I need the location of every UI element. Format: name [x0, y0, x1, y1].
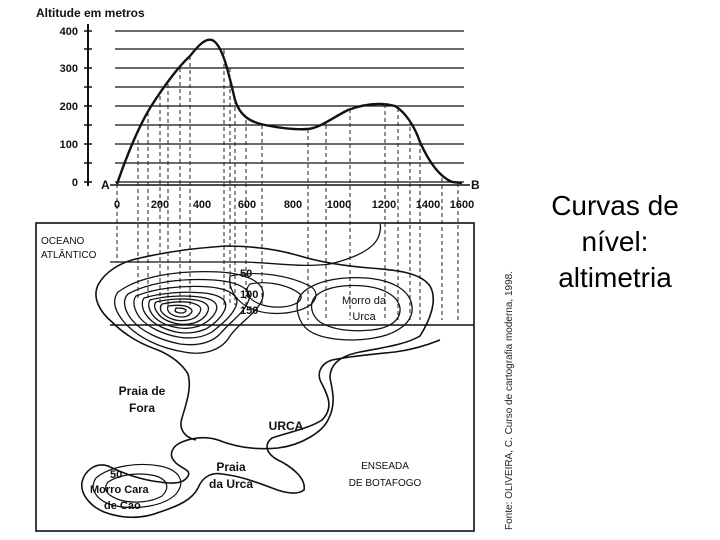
x-tick-label: 800 [284, 199, 302, 211]
coastline [80, 245, 441, 519]
contour-label-150: 150 [240, 305, 258, 317]
y-tick-label: 200 [60, 101, 78, 113]
contour-map: OCEANO ATLÂNTICO 50 100 150 Morro da Urc… [35, 222, 475, 532]
x-tick-label: 600 [238, 199, 256, 211]
ocean-label: OCEANO [41, 236, 85, 247]
cara-de-cao-contour-label: 50 [110, 469, 122, 481]
slide-title-line: nível: [581, 226, 649, 257]
ocean-label: ATLÂNTICO [41, 248, 97, 261]
point-b-label: B [471, 178, 480, 192]
elevation-profile: Altitude em metros 400 [36, 6, 515, 530]
morro-cara-de-cao-contours [92, 463, 182, 509]
contour-outer [110, 223, 382, 266]
map-frame [35, 222, 475, 532]
source-credit: Fonte: OLIVEIRA, C. Curso de cartografia… [504, 271, 515, 530]
urca-label: URCA [269, 419, 304, 433]
slide-title-line: Curvas de [551, 190, 679, 221]
y-tick-label: 0 [72, 177, 78, 189]
y-tick-label: 100 [60, 139, 78, 151]
terrain-profile-curve [115, 38, 463, 185]
slide-title: Curvas de nível: altimetria [530, 188, 700, 296]
projection-lines [116, 50, 459, 320]
x-tick-label: 400 [193, 199, 211, 211]
y-axis-title: Altitude em metros [36, 6, 145, 20]
altitude-gridlines [115, 30, 464, 183]
slide-title-line: altimetria [558, 262, 672, 293]
morro-da-urca-label: Urca [352, 311, 376, 323]
pao-de-acucar-contours [113, 271, 264, 354]
morro-da-urca-contours [296, 276, 413, 341]
point-a-label: A [101, 178, 110, 192]
praia-de-fora-label: Fora [129, 401, 155, 415]
contour-label-50: 50 [240, 268, 252, 280]
x-tick-label: 1200 [372, 199, 396, 211]
y-tick-label: 400 [60, 26, 78, 38]
coastline-west [95, 257, 197, 441]
enseada-label: ENSEADA [361, 461, 409, 472]
morro-cara-de-cao-label: Morro Cara [90, 484, 150, 496]
morro-cara-de-cao-label: de Cão [104, 500, 141, 512]
x-tick-label: 1400 [416, 199, 440, 211]
x-tick-label: 1000 [327, 199, 351, 211]
y-tick-label: 300 [60, 63, 78, 75]
praia-de-fora-label: Praia de [119, 384, 166, 398]
x-tick-label: 1600 [450, 199, 474, 211]
praia-da-urca-label: da Urca [209, 477, 253, 491]
morro-da-urca-label: Morro da [342, 295, 387, 307]
praia-da-urca-label: Praia [216, 460, 246, 474]
contour-label-100: 100 [240, 289, 258, 301]
ridge-contours [229, 273, 317, 315]
enseada-label: DE BOTAFOGO [349, 478, 422, 489]
